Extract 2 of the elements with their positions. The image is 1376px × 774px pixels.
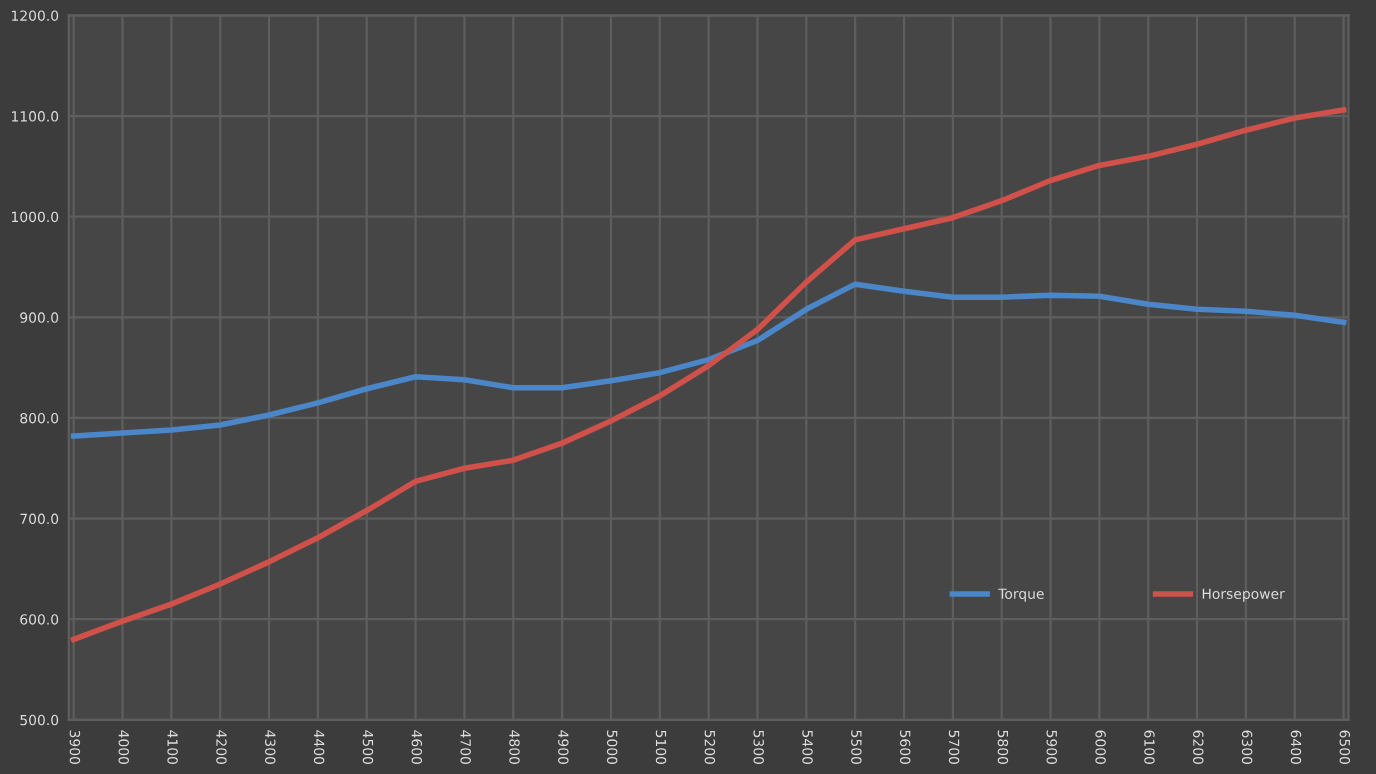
line-series — [70, 281, 1347, 439]
line-series — [70, 107, 1347, 643]
